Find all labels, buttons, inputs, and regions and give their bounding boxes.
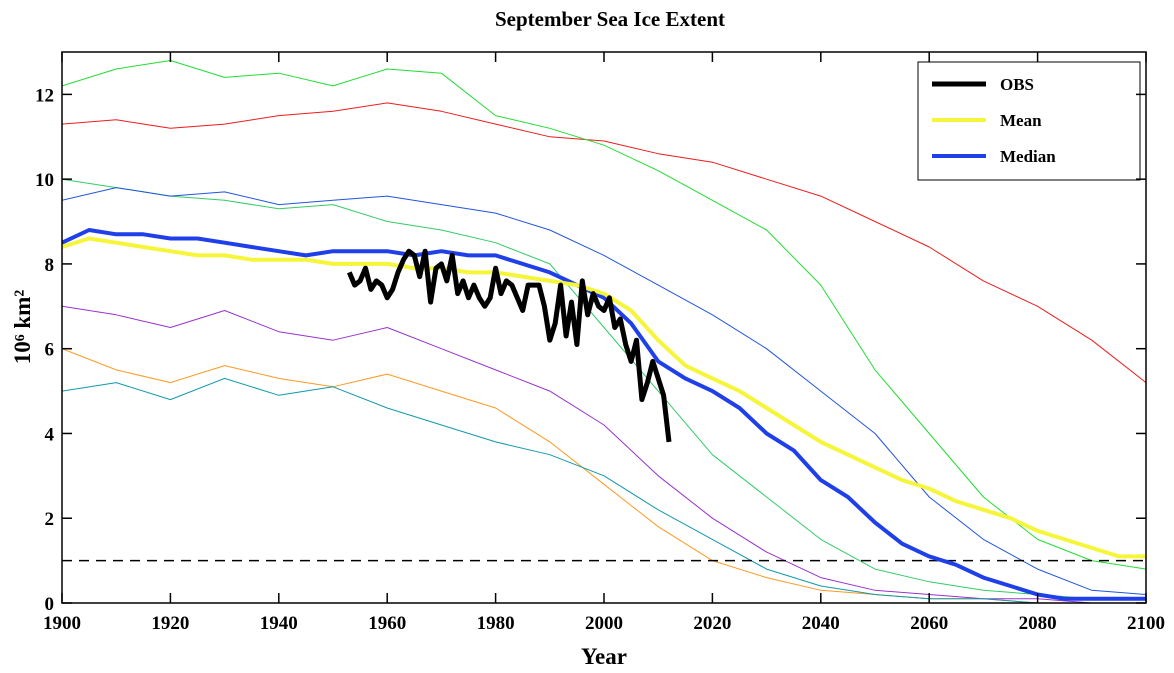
legend-label: Mean	[1000, 111, 1042, 130]
x-tick-label: 2060	[910, 613, 948, 634]
series-line	[62, 187, 1146, 595]
x-tick-label: 1900	[43, 613, 81, 634]
series-line	[62, 102, 1146, 383]
x-tick-label: 2080	[1019, 613, 1057, 634]
x-tick-label: 1940	[260, 613, 298, 634]
x-tick-label: 1960	[368, 613, 406, 634]
series-line	[62, 60, 1146, 570]
y-tick-label: 10	[35, 170, 54, 191]
series-line	[62, 178, 1146, 600]
y-tick-label: 2	[45, 509, 55, 530]
y-tick-label: 0	[45, 594, 55, 615]
x-tick-label: 1980	[477, 613, 515, 634]
y-tick-label: 6	[45, 340, 55, 361]
chart-title: September Sea Ice Extent	[495, 7, 725, 31]
x-tick-label: 2040	[802, 613, 840, 634]
y-tick-label: 12	[35, 85, 54, 106]
legend-label: Median	[1000, 147, 1056, 166]
y-tick-label: 8	[45, 255, 55, 276]
y-axis-label: 10⁶ km²	[10, 290, 35, 365]
x-tick-label: 2000	[585, 613, 623, 634]
x-tick-label: 2020	[693, 613, 731, 634]
series-line	[62, 236, 1146, 559]
series-line	[62, 228, 1146, 601]
series-line	[62, 305, 1146, 603]
legend-label: OBS	[1000, 75, 1034, 94]
x-tick-label: 2100	[1127, 613, 1165, 634]
x-axis-label: Year	[581, 644, 627, 669]
x-tick-label: 1920	[151, 613, 189, 634]
series-line	[346, 248, 672, 443]
y-tick-label: 4	[45, 424, 55, 445]
series-line	[62, 377, 1146, 603]
